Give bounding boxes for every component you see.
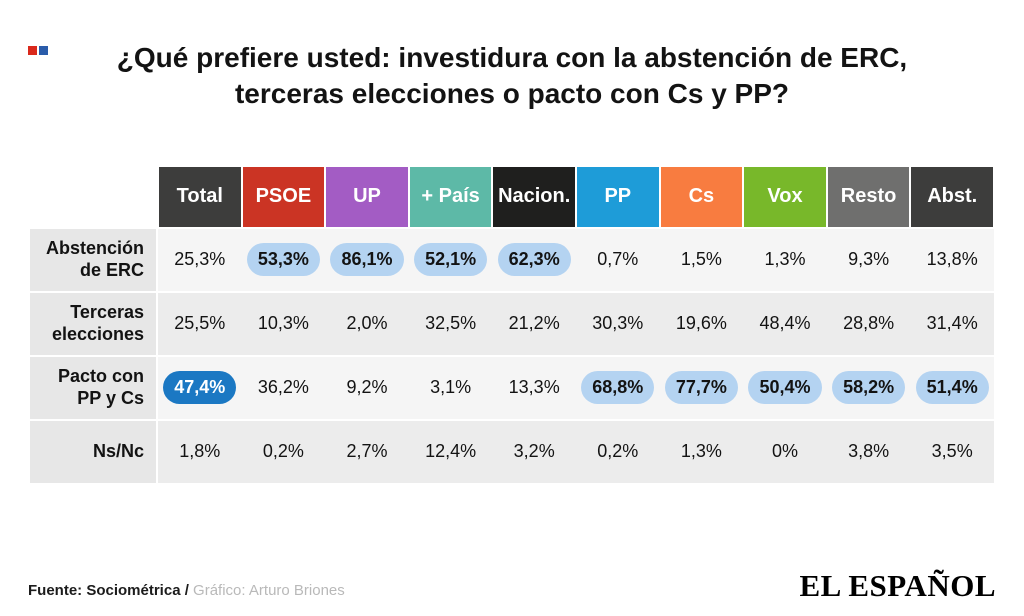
highlight-pill: 68,8% [581,371,655,405]
cell-pacto-pp-cs-up: 9,2% [325,356,409,421]
chart-title: ¿Qué prefiere usted: investidura con la … [52,40,972,113]
cell-pacto-pp-cs-abst: 51,4% [910,356,994,421]
chart-title-line-2: terceras elecciones o pacto con Cs y PP? [234,78,789,110]
cell-pacto-pp-cs-resto: 58,2% [826,356,911,421]
cell-abstencion-erc-psoe: 53,3% [241,228,326,293]
cell-abstencion-erc-cs: 1,5% [659,228,744,293]
cell-ns-nc-resto: 3,8% [826,420,911,485]
highlight-pill: 51,4% [915,371,989,405]
survey-table: Total PSOE UP + País Nacion. PP Cs Vox Resto Abst… [30,166,994,485]
cell-pacto-pp-cs-psoe: 36,2% [241,356,326,421]
cell-pacto-pp-cs-nacion: 13,3% [492,356,576,421]
cell-pacto-pp-cs-cs: 77,7% [659,356,744,421]
cell-terceras-elecciones-pp: 30,3% [575,292,660,357]
highlight-pill-solid: 47,4% [163,371,237,405]
el-espanol-mark [28,46,48,55]
cell-terceras-elecciones-abst: 31,4% [910,292,994,357]
infographic-page: ¿Qué prefiere usted: investidura con la … [0,40,1024,603]
footer: Fuente: Sociométrica / Gráfico: Arturo B… [28,568,996,604]
cell-abstencion-erc-nacion: 62,3% [492,228,576,293]
cell-terceras-elecciones-psoe: 10,3% [241,292,326,357]
table-corner [30,166,158,227]
highlight-pill: 58,2% [832,371,906,405]
cell-pacto-pp-cs-total: 47,4% [158,356,242,421]
cell-pacto-pp-cs-pp: 68,8% [575,356,660,421]
brand-blue-square-icon [39,46,48,55]
cell-terceras-elecciones-cs: 19,6% [659,292,744,357]
cell-abstencion-erc-resto: 9,3% [826,228,911,293]
cell-terceras-elecciones-up: 2,0% [325,292,409,357]
cell-terceras-elecciones-nacion: 21,2% [492,292,576,357]
column-header-vox: Vox [744,166,826,227]
cell-ns-nc-total: 1,8% [158,420,242,485]
cell-abstencion-erc-abst: 13,8% [910,228,994,293]
column-header-up: UP [326,166,408,227]
column-header-pp: PP [576,166,659,227]
highlight-pill: 50,4% [748,371,822,405]
cell-abstencion-erc-pais: 52,1% [408,228,493,293]
column-header-total: Total [159,166,241,227]
row-label-text: Abstención de ERC [45,238,144,280]
cell-ns-nc-up: 2,7% [325,420,409,485]
cell-terceras-elecciones-resto: 28,8% [826,292,911,357]
column-header-nacion: Nacion. [493,166,575,227]
cell-ns-nc-vox: 0% [743,420,827,485]
cell-ns-nc-cs: 1,3% [659,420,744,485]
cell-abstencion-erc-pp: 0,7% [575,228,660,293]
cell-pacto-pp-cs-vox: 50,4% [743,356,827,421]
highlight-pill: 77,7% [664,371,738,405]
row-label-ns-nc: Ns/Nc [30,420,158,485]
source-credit: Fuente: Sociométrica / Gráfico: Arturo B… [28,582,345,599]
cell-abstencion-erc-total: 25,3% [158,228,242,293]
cell-pacto-pp-cs-pais: 3,1% [408,356,493,421]
column-header-abst: Abst. [911,166,993,227]
brand-red-square-icon [28,46,37,55]
el-espanol-logo: EL ESPAÑOL [799,568,996,603]
cell-terceras-elecciones-total: 25,5% [158,292,242,357]
row-label-abstencion-erc: Abstención de ERC [30,228,158,293]
highlight-pill: 53,3% [246,243,320,277]
cell-abstencion-erc-up: 86,1% [325,228,409,293]
column-header-psoe: PSOE [242,166,325,227]
row-label-pacto-pp-cs: Pacto con PP y Cs [30,356,158,421]
highlight-pill: 62,3% [497,243,571,277]
cell-abstencion-erc-vox: 1,3% [743,228,827,293]
cell-ns-nc-abst: 3,5% [910,420,994,485]
row-label-text: Pacto con PP y Cs [57,366,144,408]
cell-ns-nc-nacion: 3,2% [492,420,576,485]
row-label-terceras-elecciones: Terceras elecciones [30,292,158,357]
highlight-pill: 52,1% [414,243,488,277]
column-header-pais: + País [409,166,492,227]
row-label-text: Terceras elecciones [51,302,144,344]
column-header-resto: Resto [827,166,910,227]
cell-ns-nc-pp: 0,2% [575,420,660,485]
column-header-cs: Cs [660,166,743,227]
highlight-pill: 86,1% [330,243,404,277]
credit-label: Gráfico: Arturo Briones [188,582,345,599]
row-label-text: Ns/Nc [92,440,144,461]
cell-ns-nc-pais: 12,4% [408,420,493,485]
cell-ns-nc-psoe: 0,2% [241,420,326,485]
chart-title-line-1: ¿Qué prefiere usted: investidura con la … [116,42,908,73]
source-label: Fuente: Sociométrica / [28,582,189,599]
cell-terceras-elecciones-vox: 48,4% [743,292,827,357]
cell-terceras-elecciones-pais: 32,5% [408,292,493,357]
